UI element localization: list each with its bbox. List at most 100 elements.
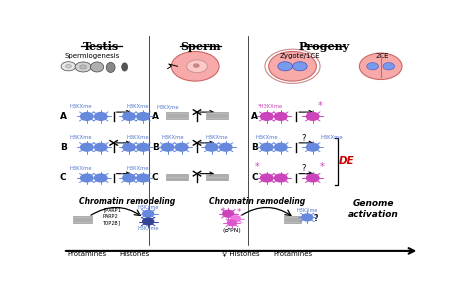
Ellipse shape (122, 63, 128, 71)
Text: H3KXme: H3KXme (137, 205, 159, 210)
Circle shape (143, 218, 154, 225)
Circle shape (81, 174, 93, 182)
Circle shape (123, 112, 135, 120)
Circle shape (187, 60, 207, 73)
Circle shape (137, 174, 149, 182)
Circle shape (137, 143, 149, 151)
Circle shape (175, 143, 188, 151)
Circle shape (274, 143, 287, 151)
FancyBboxPatch shape (166, 115, 188, 116)
FancyBboxPatch shape (166, 176, 188, 178)
Text: *: * (224, 213, 228, 222)
Circle shape (274, 112, 287, 120)
Circle shape (359, 53, 402, 80)
FancyBboxPatch shape (206, 115, 228, 116)
Circle shape (367, 63, 378, 70)
Text: *: * (255, 162, 260, 172)
Text: *: * (320, 162, 325, 172)
Text: ?: ? (301, 133, 306, 143)
Circle shape (94, 174, 107, 182)
Text: C: C (60, 173, 67, 182)
Text: *H3KXme: *H3KXme (258, 104, 283, 109)
Text: Histones: Histones (119, 251, 150, 257)
Text: ♀ Histones: ♀ Histones (222, 251, 260, 257)
FancyBboxPatch shape (166, 117, 188, 119)
Text: C: C (152, 173, 158, 182)
Text: C: C (251, 173, 258, 182)
Circle shape (81, 143, 93, 151)
Text: H3KXme: H3KXme (127, 135, 149, 140)
Text: Protamines: Protamines (273, 251, 312, 257)
Text: B: B (152, 143, 159, 152)
Ellipse shape (75, 62, 91, 72)
FancyBboxPatch shape (206, 112, 228, 114)
Text: 2CE: 2CE (376, 53, 389, 59)
Circle shape (269, 52, 316, 81)
Text: A: A (60, 112, 67, 121)
Circle shape (383, 63, 395, 70)
Circle shape (261, 112, 273, 120)
Circle shape (193, 64, 199, 67)
Circle shape (143, 210, 154, 217)
Text: Spermiogenesis: Spermiogenesis (64, 53, 120, 59)
Text: H3KXme: H3KXme (156, 104, 179, 110)
Circle shape (94, 112, 107, 120)
Text: Chromatin remodeling: Chromatin remodeling (79, 197, 175, 206)
Circle shape (137, 112, 149, 120)
Text: B: B (251, 143, 258, 152)
Text: *: * (318, 101, 322, 111)
Text: Genome
activation: Genome activation (348, 199, 399, 219)
FancyBboxPatch shape (166, 112, 188, 114)
Text: [PARP1
PARP2
TOP2B]: [PARP1 PARP2 TOP2B] (102, 207, 121, 225)
FancyBboxPatch shape (166, 174, 188, 175)
Ellipse shape (61, 62, 76, 71)
Text: *: * (220, 207, 225, 215)
Text: B: B (60, 143, 67, 152)
Circle shape (261, 174, 273, 182)
FancyBboxPatch shape (73, 219, 91, 220)
Text: A: A (251, 112, 258, 121)
Text: ?: ? (301, 164, 306, 173)
Text: Chromatin remodeling: Chromatin remodeling (210, 197, 306, 206)
Ellipse shape (106, 62, 115, 73)
Circle shape (302, 214, 313, 221)
FancyBboxPatch shape (206, 174, 228, 175)
Text: H3KXme: H3KXme (206, 135, 228, 140)
FancyBboxPatch shape (166, 179, 188, 180)
Text: Testis: Testis (83, 41, 119, 52)
Circle shape (219, 143, 232, 151)
FancyBboxPatch shape (206, 179, 228, 180)
Circle shape (223, 210, 234, 217)
Text: ?: ? (313, 214, 318, 223)
Circle shape (307, 174, 319, 182)
Text: H3KXme: H3KXme (320, 135, 343, 140)
FancyBboxPatch shape (206, 117, 228, 119)
Circle shape (261, 143, 273, 151)
Circle shape (161, 143, 174, 151)
Circle shape (81, 112, 93, 120)
Circle shape (123, 174, 135, 182)
Text: A: A (152, 112, 159, 121)
FancyBboxPatch shape (284, 219, 301, 220)
Circle shape (123, 143, 135, 151)
FancyBboxPatch shape (284, 216, 301, 218)
Text: Sperm: Sperm (181, 41, 221, 52)
Text: Protamines: Protamines (67, 251, 106, 257)
Text: DE: DE (339, 157, 355, 166)
Circle shape (65, 65, 72, 68)
Circle shape (274, 174, 287, 182)
Text: H3KXme: H3KXme (162, 135, 184, 140)
Text: (♂PN): (♂PN) (222, 227, 241, 233)
FancyBboxPatch shape (73, 221, 91, 223)
Text: H3KXme: H3KXme (297, 208, 318, 213)
Circle shape (307, 112, 319, 120)
Ellipse shape (91, 62, 104, 72)
Text: H3KXme: H3KXme (70, 166, 92, 171)
FancyBboxPatch shape (73, 216, 91, 218)
Text: H3KXme: H3KXme (70, 135, 92, 140)
FancyBboxPatch shape (284, 221, 301, 223)
Circle shape (80, 65, 86, 69)
Text: H3KXme: H3KXme (127, 104, 149, 109)
Text: H3KXme: H3KXme (137, 226, 159, 231)
Circle shape (231, 216, 240, 222)
